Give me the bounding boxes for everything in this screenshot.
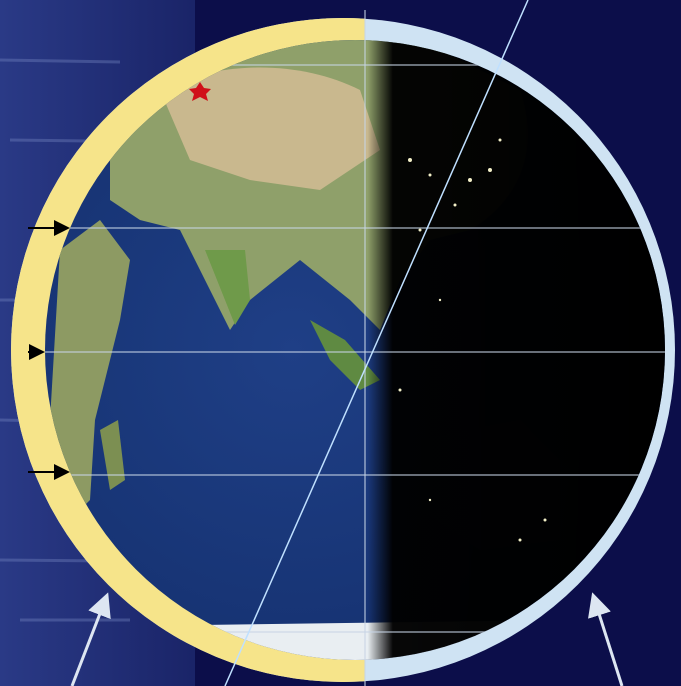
pointer-arrows xyxy=(70,592,624,686)
city-lights xyxy=(398,138,547,542)
location-marker xyxy=(189,82,211,101)
sun-rays xyxy=(28,220,70,480)
globe xyxy=(45,40,665,660)
night-side xyxy=(45,40,665,660)
earth-axis xyxy=(224,0,529,686)
